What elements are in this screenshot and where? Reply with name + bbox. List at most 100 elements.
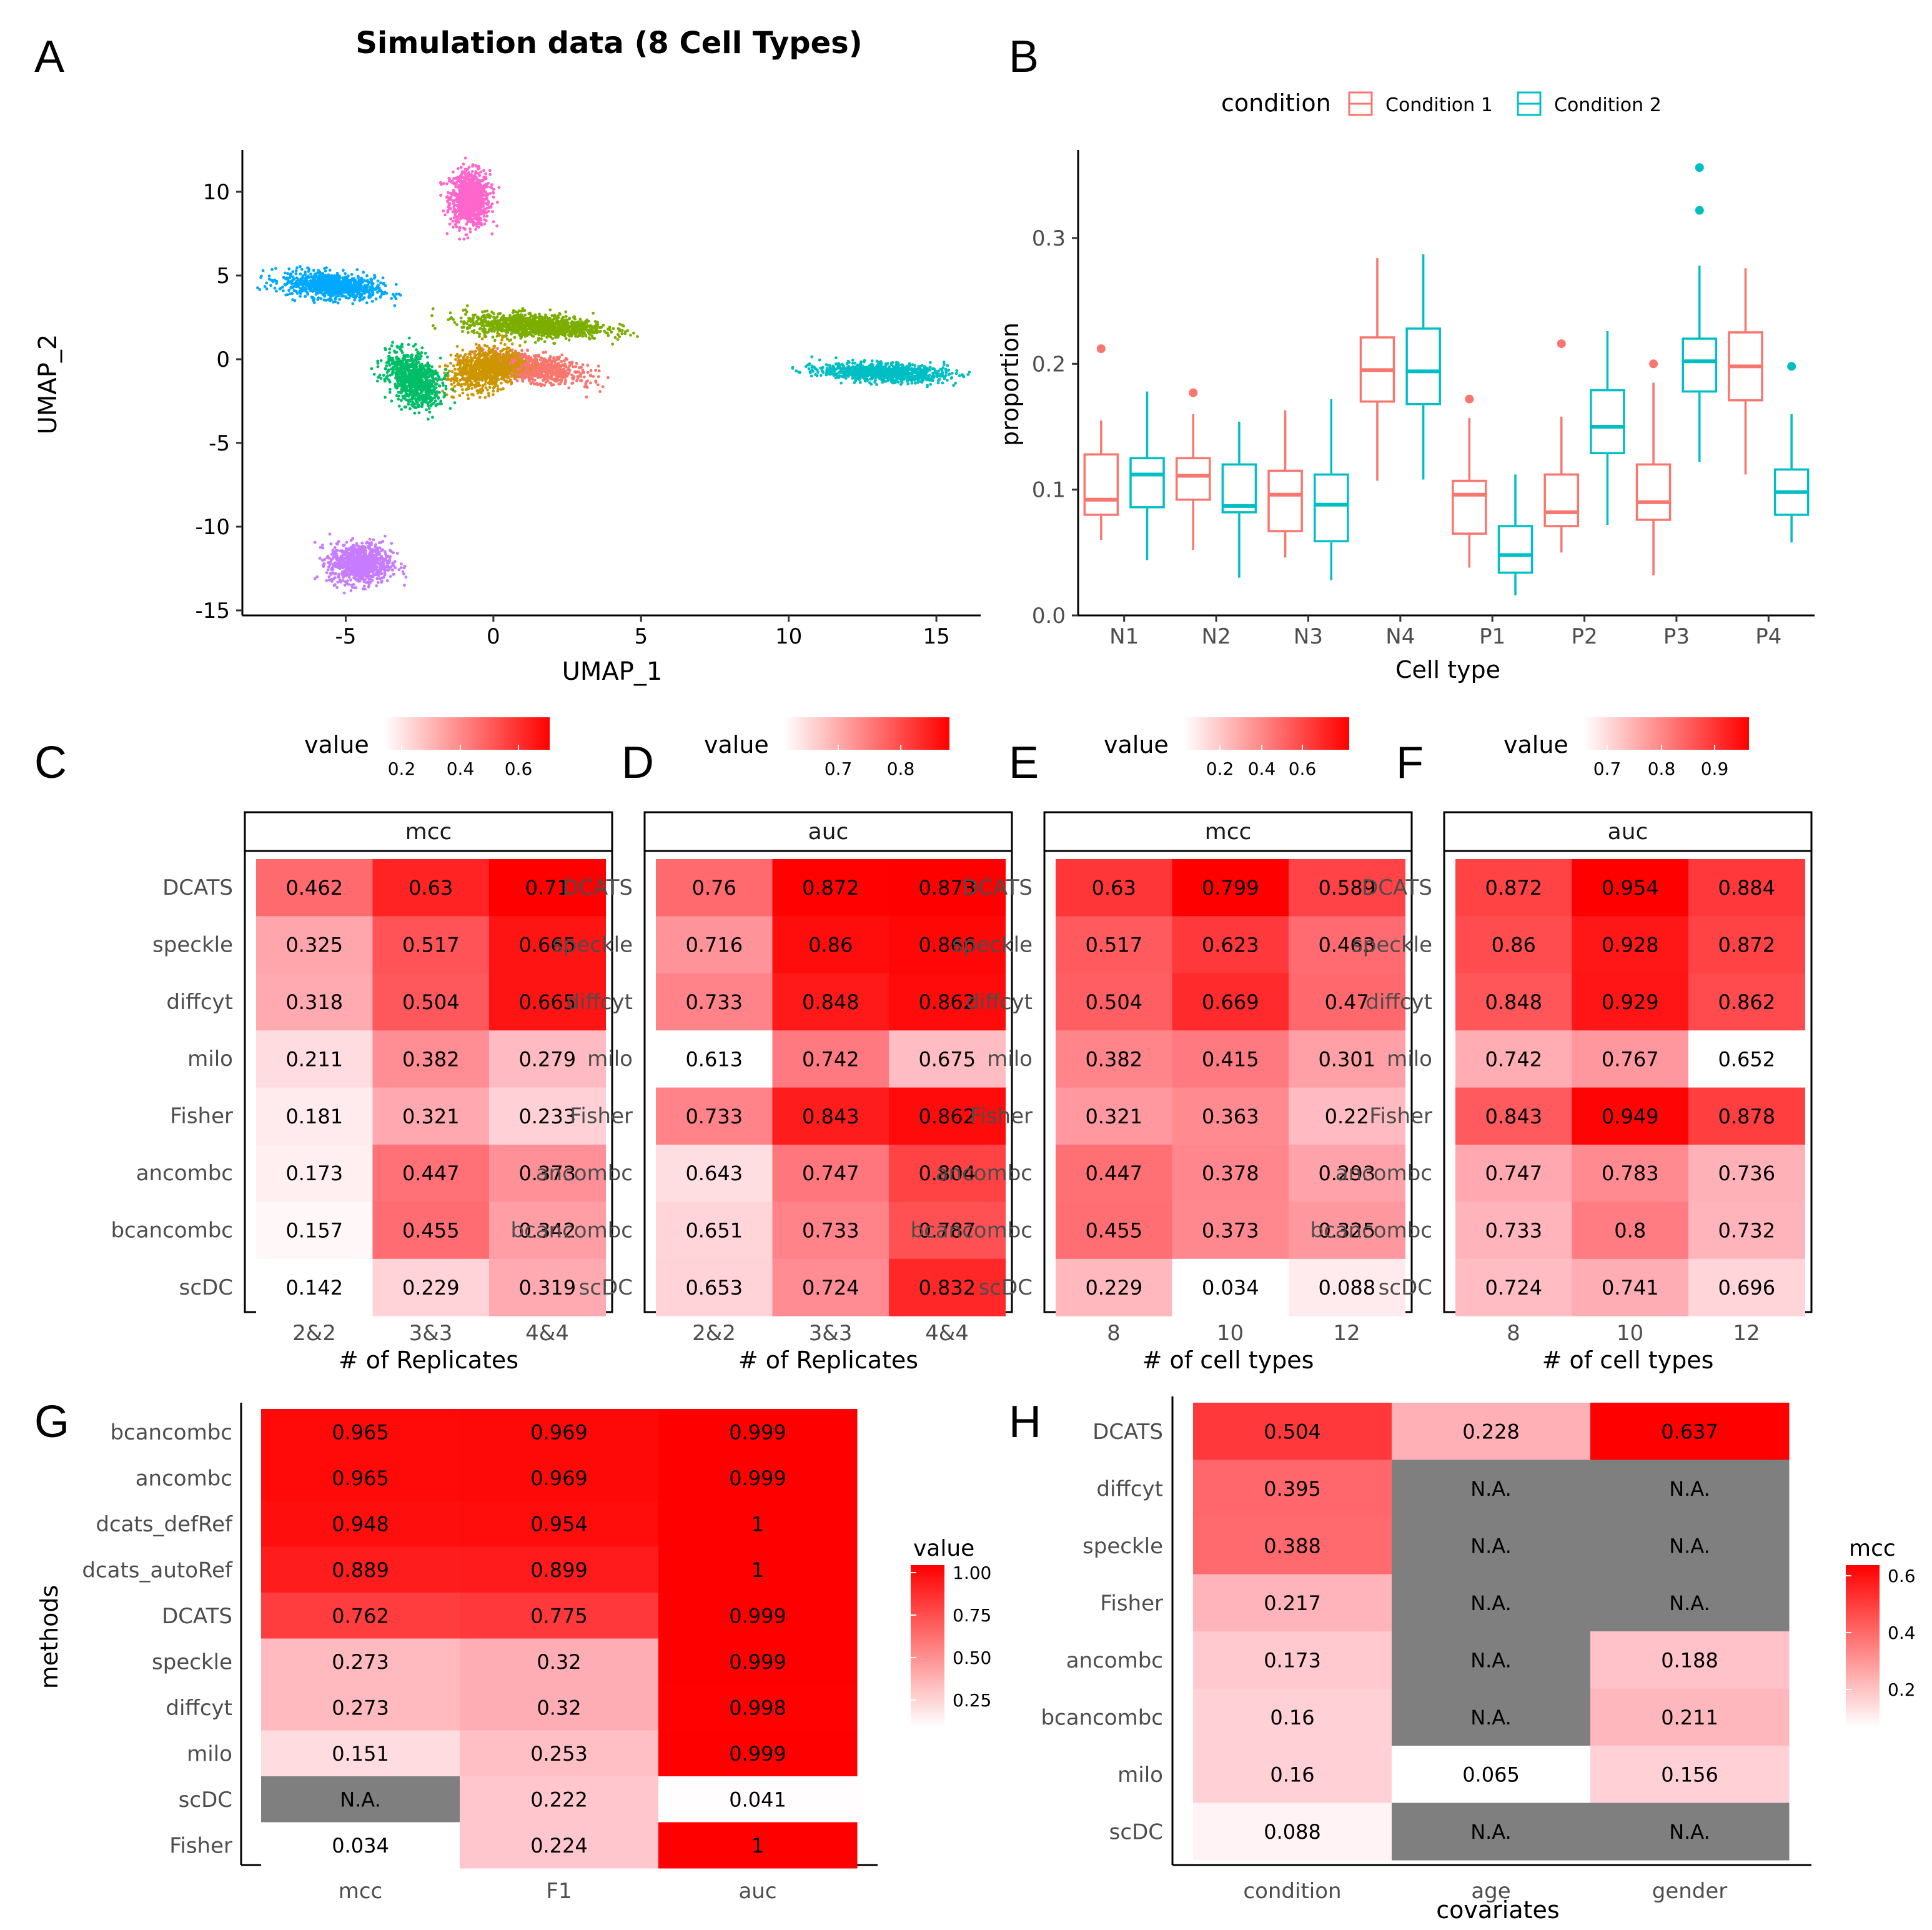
umap-point [540, 337, 543, 341]
umap-point [292, 289, 296, 292]
umap-point [560, 324, 564, 327]
umap-point [433, 399, 437, 402]
umap-point [495, 201, 499, 204]
umap-point [598, 390, 602, 394]
umap-point [520, 349, 523, 352]
umap-point [434, 404, 438, 407]
umap-point [498, 312, 502, 316]
umap-point [593, 320, 597, 323]
umap-point [314, 289, 317, 292]
umap-point [493, 385, 497, 389]
umap-point [583, 322, 587, 326]
umap-point [284, 271, 287, 275]
umap-point [560, 353, 564, 357]
umap-point [586, 371, 590, 374]
umap-point [471, 191, 475, 195]
umap-point [470, 387, 474, 390]
umap-point [343, 289, 347, 292]
umap-point [454, 358, 457, 361]
umap-point [442, 209, 445, 212]
umap-point [613, 336, 617, 339]
umap-point [306, 292, 310, 296]
umap-point [335, 271, 339, 275]
umap-point [453, 384, 457, 388]
umap-point [517, 351, 520, 355]
umap-point [448, 222, 452, 226]
umap-point [520, 326, 524, 329]
umap-point [556, 377, 559, 381]
umap-point [557, 382, 561, 386]
umap-point [586, 379, 589, 382]
panel-letter-c: C [34, 738, 67, 788]
umap-point [452, 318, 455, 321]
umap-point [578, 317, 582, 321]
umap-point [588, 337, 592, 341]
umap-point [355, 268, 359, 271]
umap-point [534, 364, 538, 367]
umap-point [568, 361, 572, 364]
umap-point [464, 382, 468, 386]
umap-point [330, 282, 333, 286]
umap-point [512, 316, 515, 319]
umap-point [529, 382, 533, 386]
umap-point [352, 282, 356, 285]
umap-point [474, 349, 478, 353]
umap-point [492, 319, 495, 323]
umap-point [567, 386, 571, 390]
umap-point [500, 377, 503, 381]
umap-point [371, 291, 375, 294]
umap-point [458, 229, 461, 232]
umap-point [475, 375, 478, 378]
umap-point [458, 237, 461, 241]
umap-point [470, 186, 474, 190]
umap-point [357, 274, 360, 278]
umap-point [347, 293, 350, 296]
umap-point [612, 327, 615, 331]
umap-point [492, 196, 495, 199]
umap-point [290, 282, 294, 286]
umap-point [485, 344, 489, 348]
umap-point [468, 219, 472, 222]
umap-point [482, 177, 485, 181]
umap-point [507, 366, 510, 369]
umap-point [463, 359, 467, 363]
umap-point [483, 335, 487, 339]
umap-point [496, 384, 499, 387]
umap-point [529, 377, 532, 381]
umap-point [347, 296, 350, 300]
umap-point [299, 272, 302, 276]
umap-point [467, 397, 470, 400]
umap-point [338, 287, 341, 291]
umap-point [548, 381, 552, 385]
umap-point [522, 332, 525, 336]
umap-point [582, 376, 586, 379]
umap-point [263, 285, 267, 288]
umap-point [445, 182, 448, 186]
umap-point [462, 355, 466, 358]
umap-point [291, 270, 295, 274]
umap-point [562, 367, 565, 371]
umap-point [572, 365, 575, 369]
umap-point [466, 356, 469, 359]
umap-point [471, 319, 475, 322]
umap-point [512, 355, 516, 359]
umap-point [300, 287, 304, 290]
umap-point [632, 331, 635, 335]
umap-point [589, 369, 593, 372]
umap-cluster [430, 304, 639, 346]
umap-point [381, 276, 385, 280]
umap-point [585, 395, 588, 399]
umap-point [571, 321, 575, 325]
umap-point [475, 331, 479, 334]
umap-point [491, 363, 494, 367]
umap-point [320, 279, 324, 282]
umap-cluster [370, 336, 457, 421]
umap-point [464, 207, 467, 211]
umap-point [540, 321, 544, 324]
umap-point [382, 374, 385, 377]
umap-point [490, 183, 493, 186]
umap-point [456, 217, 459, 221]
panel-letter-f: F [1396, 738, 1424, 788]
umap-point [570, 326, 574, 329]
umap-point [520, 361, 524, 364]
